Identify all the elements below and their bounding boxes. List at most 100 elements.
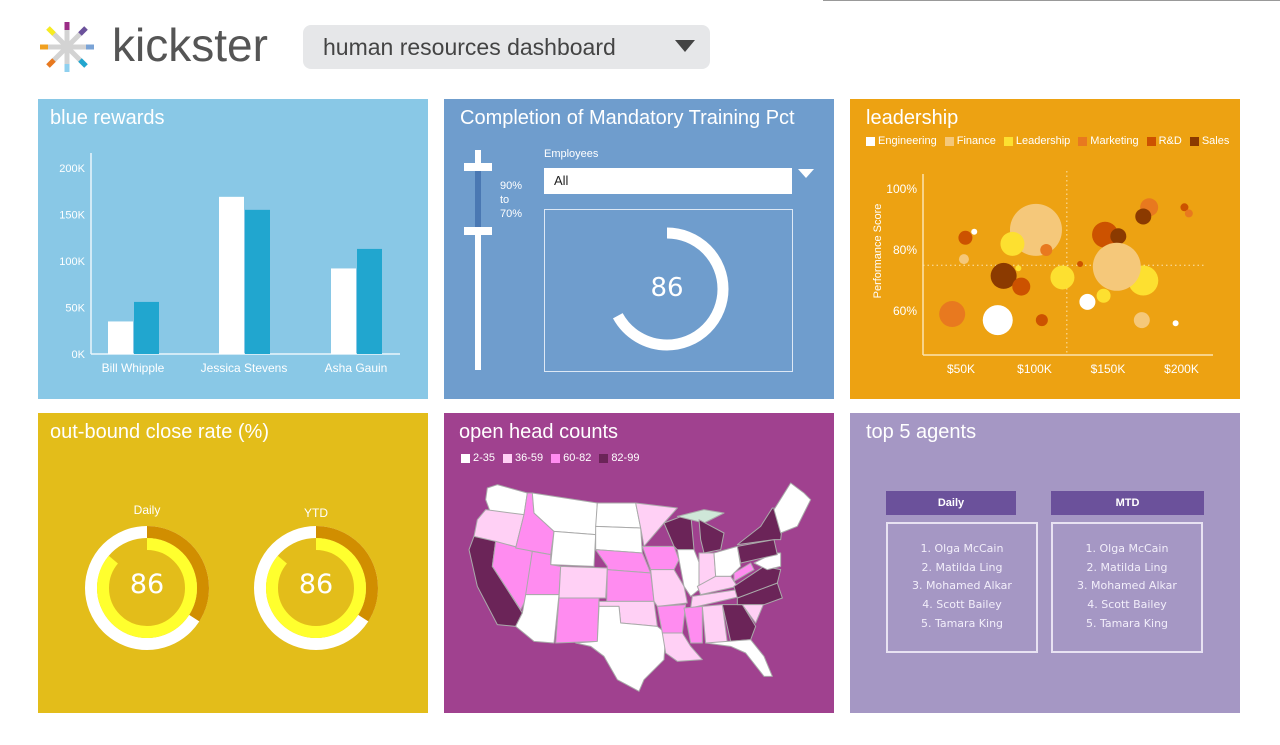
list-item: 5. Tamara King	[1085, 616, 1169, 630]
y-tick-label: 0K	[72, 349, 86, 361]
logo-text: kickster	[112, 19, 268, 71]
bubble-engineering[interactable]	[971, 228, 978, 235]
bubble-sales[interactable]	[1135, 208, 1152, 225]
bar	[331, 268, 356, 354]
gauge-label: YTD	[304, 506, 328, 520]
bubble-marketing[interactable]	[1184, 209, 1193, 218]
state-pa[interactable]	[736, 539, 778, 564]
state-fl[interactable]	[705, 639, 773, 677]
panel-title: Completion of Mandatory Training Pct	[460, 107, 795, 129]
x-tick-label: Asha Gauin	[325, 361, 388, 375]
state-ms[interactable]	[683, 605, 703, 644]
bubble-finance[interactable]	[958, 254, 969, 265]
state-nm[interactable]	[555, 597, 600, 644]
panel-title: top 5 agents	[866, 421, 977, 443]
legend-item: 2-35	[461, 452, 495, 464]
state-mi[interactable]	[698, 519, 725, 554]
employees-dropdown-arrow-icon[interactable]	[798, 169, 814, 178]
range-slider-handle-top[interactable]	[464, 163, 492, 171]
blue-rewards-panel: blue rewards 0K 50K 100K 150K 200K Bill Whipp…	[38, 99, 428, 399]
close-rate-gauge	[85, 526, 209, 650]
legend-label: Finance	[956, 135, 996, 147]
list-item: 4. Scott Bailey	[1087, 598, 1167, 612]
bubble-rd[interactable]	[1180, 203, 1189, 212]
state-ar[interactable]	[656, 604, 687, 634]
bubble-engineering[interactable]	[1079, 293, 1096, 310]
list-item: 5. Tamara King	[920, 616, 1004, 630]
panel-title: open head counts	[459, 421, 619, 443]
state-new-england[interactable]	[773, 482, 812, 534]
legend-swatch	[1189, 136, 1199, 146]
state-oh[interactable]	[713, 545, 742, 577]
bubble-engineering[interactable]	[982, 305, 1013, 336]
bar	[245, 209, 270, 354]
legend-item: Engineering	[866, 135, 937, 147]
legend-item: 82-99	[599, 452, 639, 464]
gauge-frame	[544, 209, 793, 372]
x-tick-label: $200K	[1164, 362, 1199, 376]
legend-swatch	[1146, 136, 1156, 146]
state-md-de-nj[interactable]	[753, 552, 782, 571]
bubble-engineering[interactable]	[1172, 320, 1179, 327]
state-il[interactable]	[676, 549, 702, 597]
state-mi-up[interactable]	[676, 509, 725, 524]
state-sd[interactable]	[595, 525, 643, 554]
leadership-legend: Engineering Finance Leadership Marketing R&D…	[866, 135, 1229, 147]
bubble-rd[interactable]	[1077, 261, 1084, 268]
training-panel: Completion of Mandatory Training Pct 90%…	[444, 99, 834, 399]
headcount-legend: 2-35 36-59 60-82 82-99	[461, 452, 639, 464]
range-slider-fill	[475, 171, 481, 227]
mtd-list: 1. Olga McCain 2. Matilda Ling 3. Mohame…	[1051, 522, 1203, 653]
list-item: 1. Olga McCain	[920, 542, 1004, 555]
bubble-sales[interactable]	[990, 262, 1017, 289]
list-item: 2. Matilda Ling	[1086, 560, 1168, 574]
bubble-rd[interactable]	[1035, 314, 1048, 327]
state-ks[interactable]	[606, 569, 655, 602]
bubble-leadership[interactable]	[1096, 288, 1111, 303]
state-mn[interactable]	[635, 502, 678, 547]
bubble-leadership[interactable]	[1050, 265, 1075, 290]
legend-label: 2-35	[473, 452, 496, 464]
bar	[219, 196, 244, 354]
x-tick-label: $50K	[947, 362, 975, 376]
bubble-rd[interactable]	[1092, 221, 1119, 248]
y-tick-label: 100K	[59, 256, 85, 268]
bubble-sales[interactable]	[1110, 228, 1127, 245]
bubble-marketing[interactable]	[939, 301, 966, 328]
x-tick-label: $150K	[1091, 362, 1126, 376]
range-slider-track[interactable]	[475, 150, 481, 370]
bubble-finance[interactable]	[1133, 312, 1150, 329]
legend-label: 82-99	[611, 452, 640, 464]
y-tick-label: 50K	[65, 303, 85, 315]
list-item: 2. Matilda Ling	[921, 560, 1003, 574]
bubble-rd[interactable]	[958, 230, 973, 245]
bubble-marketing[interactable]	[1040, 244, 1053, 256]
state-va[interactable]	[733, 565, 782, 599]
state-ia[interactable]	[641, 545, 680, 571]
state-mo[interactable]	[650, 569, 688, 607]
state-nd[interactable]	[595, 502, 642, 529]
range-bottom: 70%	[500, 208, 523, 220]
range-to: to	[500, 194, 510, 206]
bubble-finance[interactable]	[1092, 242, 1141, 291]
state-la[interactable]	[661, 632, 703, 662]
legend-swatch	[599, 453, 609, 463]
bubble-leadership[interactable]	[1015, 265, 1022, 272]
chevron-down-icon	[675, 40, 695, 52]
range-slider-handle-bottom[interactable]	[464, 227, 492, 235]
state-tx[interactable]	[575, 605, 667, 692]
legend-item: Sales	[1189, 135, 1229, 147]
employees-select[interactable]: All	[544, 168, 792, 194]
x-tick-label: Bill Whipple	[102, 361, 165, 375]
state-co[interactable]	[558, 565, 608, 599]
panel-title: blue rewards	[50, 107, 165, 129]
bubble-leadership[interactable]	[1000, 231, 1025, 256]
state-wv[interactable]	[733, 562, 755, 582]
legend-label: 36-59	[515, 452, 544, 464]
dashboard-select[interactable]: human resources dashboard	[303, 25, 710, 69]
state-wy[interactable]	[550, 530, 597, 567]
legend-item: Leadership	[1003, 135, 1070, 147]
gauge-label: Daily	[133, 503, 161, 517]
bubble-rd[interactable]	[1012, 277, 1031, 296]
list-item: 3. Mohamed Alkar	[912, 579, 1012, 593]
